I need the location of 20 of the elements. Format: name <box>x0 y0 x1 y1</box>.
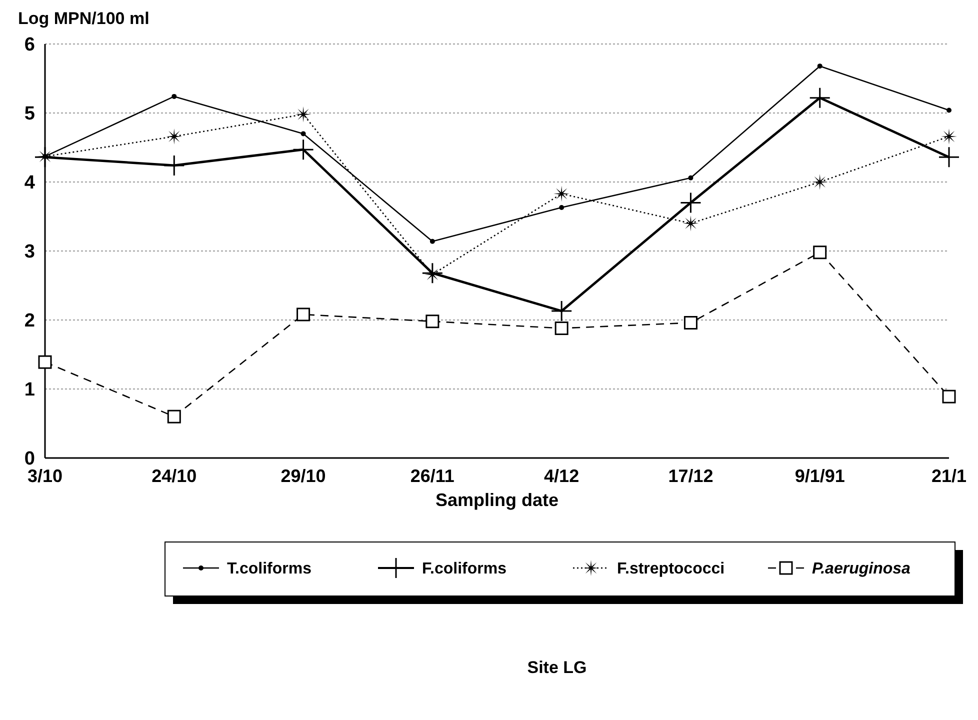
y-axis-title: Log MPN/100 ml <box>18 9 150 28</box>
x-tick-label: 24/10 <box>152 466 197 486</box>
text: Site LG <box>527 658 587 677</box>
y-tick-label: 1 <box>24 380 36 401</box>
y-tick-label: 4 <box>24 172 36 194</box>
legend-label: T.coliforms <box>227 560 312 578</box>
y-tick-label: 5 <box>24 104 36 125</box>
legend-label: P.aeruginosa <box>812 560 911 578</box>
x-tick-label: 21/1 <box>931 466 967 486</box>
x-tick-label: 9/1/91 <box>794 466 845 486</box>
legend-label: F.streptococci <box>617 560 725 578</box>
x-tick-label: 17/12 <box>668 466 714 486</box>
y-tick-label: 6 <box>24 34 35 56</box>
y-tick-label: 2 <box>24 310 35 332</box>
y-tick-label: 3 <box>24 242 35 263</box>
x-axis-title: Sampling date <box>435 490 559 510</box>
legend-label: F.coliforms <box>422 560 507 578</box>
x-tick-label: 26/11 <box>410 466 454 486</box>
x-tick-label: 29/10 <box>280 466 326 486</box>
x-tick-label: 4/12 <box>544 466 580 486</box>
